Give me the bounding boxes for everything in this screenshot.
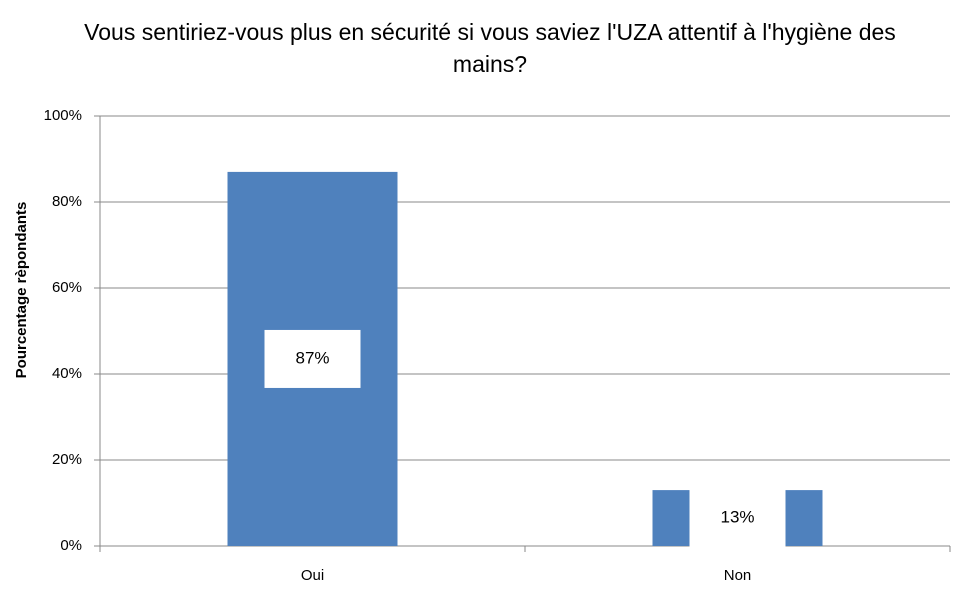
data-label-box	[264, 329, 361, 388]
x-tick-label: Non	[724, 567, 752, 584]
y-tick-label: 80%	[52, 193, 82, 210]
x-tick-label: Oui	[301, 567, 324, 584]
data-label: 87%	[295, 348, 329, 367]
y-tick-label: 40%	[52, 365, 82, 382]
data-label-box	[689, 489, 786, 548]
y-axis-label: Pourcentage rèpondants	[13, 202, 30, 379]
y-tick-label: 60%	[52, 279, 82, 296]
chart-title: Vous sentiriez-vous plus en sécurité si …	[84, 19, 896, 77]
y-tick-label: 20%	[52, 451, 82, 468]
y-tick-label: 0%	[60, 537, 82, 554]
data-label: 13%	[720, 508, 754, 527]
y-tick-label: 100%	[44, 107, 82, 124]
